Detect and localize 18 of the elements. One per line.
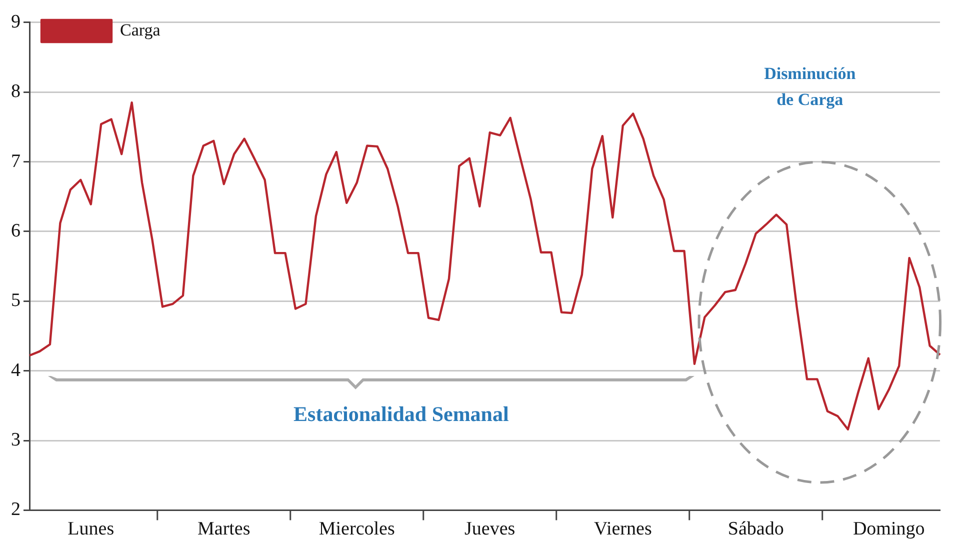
- y-tick-label: 3: [11, 430, 20, 450]
- y-tick-label: 2: [11, 499, 20, 520]
- x-tick-label: Viernes: [594, 518, 652, 540]
- annotation: Estacionalidad Semanal: [294, 402, 509, 428]
- x-tick-label: Martes: [197, 518, 250, 540]
- y-tick-label: 6: [11, 220, 20, 242]
- x-tick-label: Miercoles: [318, 518, 395, 540]
- legend-label: Carga: [120, 20, 161, 40]
- x-tick-label: Domingo: [852, 518, 925, 540]
- annotation: Disminución de Carga: [763, 62, 857, 111]
- y-tick-label: 7: [11, 150, 20, 172]
- x-tick-label: Lunes: [68, 518, 114, 540]
- x-tick-label: Jueves: [464, 518, 516, 540]
- y-tick-label: 4: [11, 360, 21, 381]
- y-tick-label: 9: [11, 11, 20, 32]
- x-tick-label: Sábado: [728, 518, 784, 540]
- y-tick-label: 5: [11, 290, 20, 312]
- y-tick-label: 8: [11, 81, 20, 102]
